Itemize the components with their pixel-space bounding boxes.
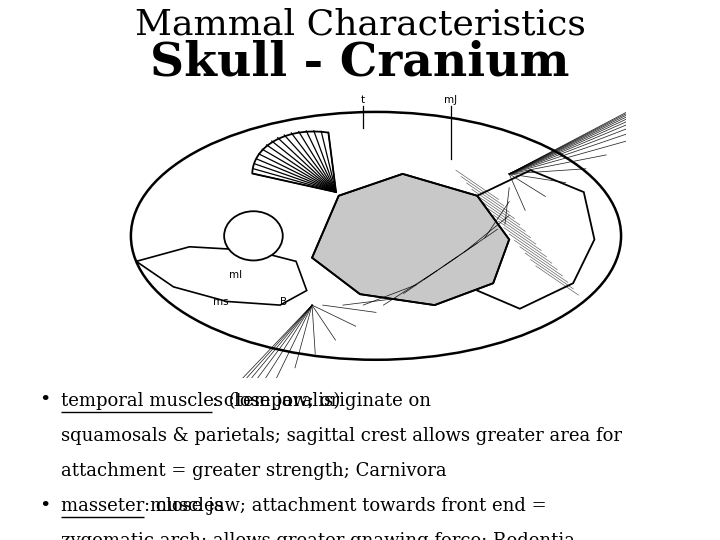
Text: •: •	[40, 497, 51, 515]
Text: : close jaw; originate on: : close jaw; originate on	[212, 392, 431, 409]
Text: : close jaw; attachment towards front end =: : close jaw; attachment towards front en…	[144, 497, 546, 515]
Text: mJ: mJ	[444, 95, 457, 105]
Text: zygomatic arch; allows greater gnawing force; Rodentia: zygomatic arch; allows greater gnawing f…	[61, 532, 575, 540]
Ellipse shape	[224, 211, 283, 260]
Text: temporal muscles (temporalis): temporal muscles (temporalis)	[61, 392, 341, 410]
Text: Mammal Characteristics: Mammal Characteristics	[135, 8, 585, 41]
Text: ml: ml	[230, 270, 243, 280]
Text: Skull - Cranium: Skull - Cranium	[150, 39, 570, 85]
Text: attachment = greater strength; Carnivora: attachment = greater strength; Carnivora	[61, 462, 447, 480]
Text: ms: ms	[214, 297, 229, 307]
Text: t: t	[361, 95, 365, 105]
Text: B: B	[280, 297, 287, 307]
Text: •: •	[40, 392, 51, 409]
Polygon shape	[312, 174, 509, 305]
Text: masseter muscles: masseter muscles	[61, 497, 224, 515]
Polygon shape	[136, 247, 307, 305]
Polygon shape	[477, 170, 595, 309]
Ellipse shape	[131, 112, 621, 360]
Text: squamosals & parietals; sagittal crest allows greater area for: squamosals & parietals; sagittal crest a…	[61, 427, 622, 444]
